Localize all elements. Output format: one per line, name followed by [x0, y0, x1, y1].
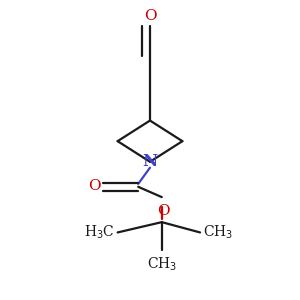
Text: H$_3$C: H$_3$C	[84, 223, 115, 241]
Text: O: O	[88, 179, 101, 193]
Text: CH$_3$: CH$_3$	[203, 223, 233, 241]
Text: O: O	[144, 9, 156, 23]
Text: CH$_3$: CH$_3$	[147, 255, 177, 273]
Text: N: N	[142, 153, 158, 170]
Text: O: O	[157, 205, 169, 218]
